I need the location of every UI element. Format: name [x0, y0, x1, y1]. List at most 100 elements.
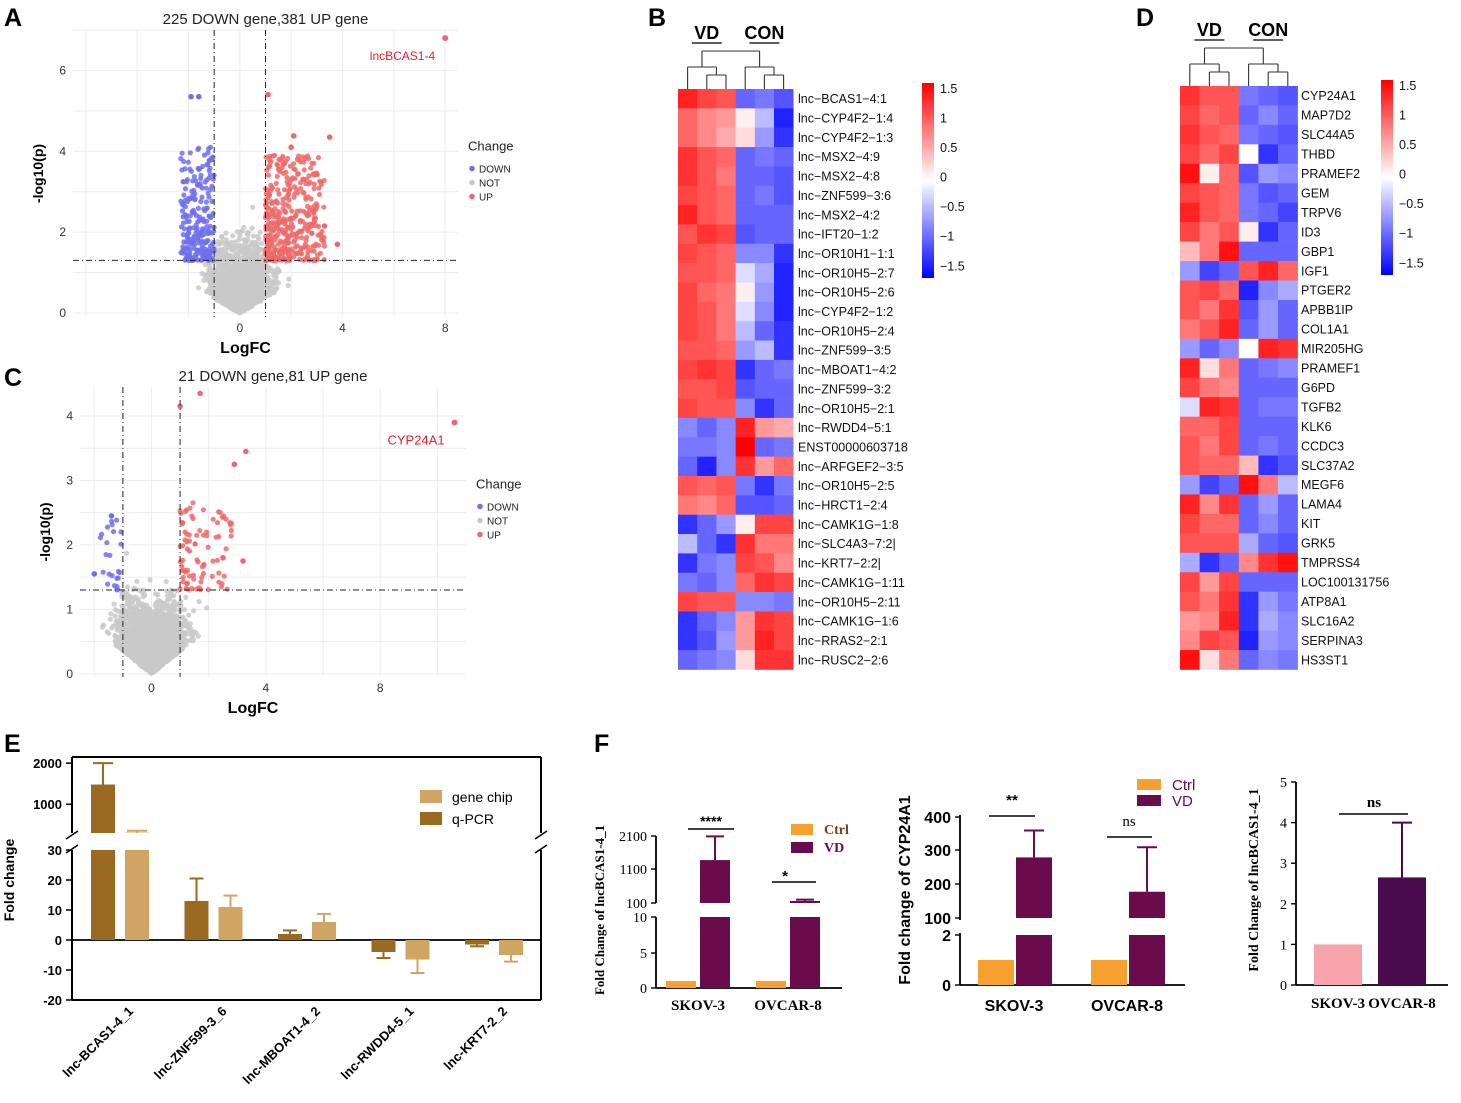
legend-marker — [477, 517, 483, 524]
data-point — [119, 629, 125, 635]
heatmap-cell — [1278, 397, 1298, 417]
data-point — [198, 198, 204, 205]
heatmap-cell — [678, 553, 698, 574]
data-point — [103, 552, 109, 558]
data-point — [255, 250, 261, 256]
heatmap-cell — [716, 572, 736, 593]
heatmap-cell — [1219, 338, 1240, 359]
heatmap-cell — [1199, 105, 1220, 126]
data-point — [167, 619, 173, 625]
data-point — [204, 529, 210, 535]
data-point — [228, 285, 235, 291]
heatmap-cell — [1180, 377, 1200, 398]
data-point — [230, 233, 236, 239]
data-point — [251, 290, 257, 296]
heatmap-cell — [1258, 358, 1279, 379]
heatmap-cell — [1258, 533, 1279, 554]
data-point — [243, 282, 249, 288]
heatmap-cell — [697, 437, 717, 457]
heatmap-cell — [1219, 455, 1240, 476]
data-point — [297, 228, 303, 234]
data-point — [138, 649, 144, 655]
heatmap-cell — [774, 437, 794, 457]
data-point — [270, 153, 276, 159]
heatmap-cell — [1219, 475, 1240, 495]
x-tick-label: 8 — [377, 681, 384, 695]
heatmap-cell — [678, 476, 698, 496]
data-point — [111, 583, 118, 589]
heatmap-cell — [1219, 261, 1240, 281]
heatmap-cell — [1180, 436, 1200, 456]
heatmap-cell — [774, 592, 794, 612]
data-point — [117, 621, 123, 627]
annotation-label: CYP24A1 — [387, 432, 444, 447]
heatmap-cell — [1258, 455, 1279, 476]
heatmap-cell — [754, 340, 775, 361]
data-point — [276, 214, 282, 220]
data-point — [321, 243, 328, 249]
heatmap-cell — [678, 340, 698, 361]
heatmap-cell — [716, 205, 736, 225]
heatmap-cell — [1258, 241, 1279, 262]
data-point — [107, 616, 113, 622]
data-point — [122, 593, 128, 600]
data-point — [165, 643, 171, 649]
data-point — [266, 191, 272, 198]
data-point — [232, 297, 238, 303]
data-point — [214, 557, 220, 563]
data-point — [194, 532, 200, 538]
data-point — [186, 538, 192, 544]
heatmap-cell — [1278, 222, 1298, 242]
heatmap-cell — [716, 534, 736, 554]
data-point — [268, 240, 274, 246]
data-point — [265, 205, 271, 211]
row-label: lnc−OR10H5−2:1 — [798, 402, 895, 416]
data-point — [187, 250, 193, 256]
data-point — [249, 260, 255, 266]
data-point — [259, 240, 265, 246]
heatmap-cell — [678, 243, 698, 264]
panel-label-a: A — [4, 4, 22, 32]
data-point — [270, 210, 276, 216]
data-point — [124, 624, 130, 630]
heatmap-cell — [1180, 163, 1200, 184]
data-point — [219, 234, 225, 240]
data-point — [303, 176, 310, 182]
data-point — [254, 241, 260, 247]
data-point — [125, 609, 131, 615]
data-point — [209, 183, 215, 189]
heatmap-cell — [774, 379, 794, 399]
data-point — [155, 608, 161, 614]
heatmap-cell — [754, 359, 775, 380]
data-point — [215, 282, 221, 288]
data-point — [291, 239, 297, 245]
heatmap-cell — [697, 534, 717, 554]
heatmap-cell — [1180, 280, 1200, 301]
data-point — [159, 605, 165, 611]
legend-marker — [477, 531, 483, 538]
data-point — [182, 186, 189, 192]
heatmap-cell — [774, 108, 794, 128]
data-point — [206, 146, 212, 152]
heatmap-cell — [1219, 241, 1240, 262]
data-point — [319, 234, 325, 240]
data-point — [283, 202, 289, 208]
heatmap-cell — [697, 611, 717, 632]
y-tick-label: 4 — [59, 144, 66, 158]
data-point — [149, 657, 155, 663]
heatmap-cell — [1238, 494, 1259, 515]
data-point — [134, 578, 140, 584]
row-label: lnc−RWDD4−5:1 — [798, 421, 892, 435]
data-point — [182, 204, 188, 210]
data-point — [318, 182, 324, 188]
heatmap-cell — [774, 127, 794, 148]
heatmap-cell — [735, 89, 756, 109]
data-point — [228, 253, 234, 259]
data-point — [304, 203, 311, 209]
heatmap-cell — [1219, 358, 1240, 379]
data-point — [145, 648, 151, 654]
heatmap-cell — [774, 301, 794, 322]
heatmap-cell — [697, 263, 717, 283]
heatmap-cell — [697, 127, 717, 148]
